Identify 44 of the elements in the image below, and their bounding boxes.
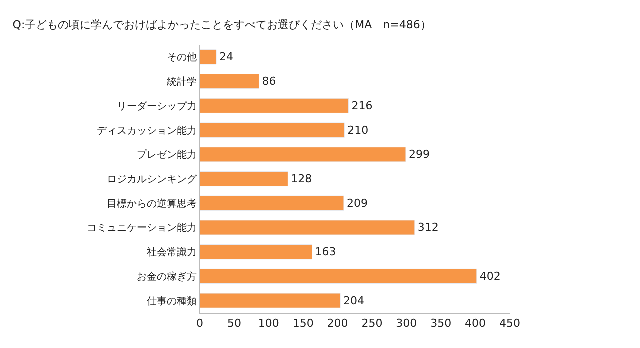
y-tick-label: 目標からの逆算思考 <box>107 198 197 210</box>
bar <box>200 171 288 187</box>
x-tick-label: 350 <box>430 317 452 330</box>
x-tick-label: 250 <box>362 317 383 330</box>
y-tick-label: その他 <box>167 52 197 64</box>
data-label: 128 <box>291 172 312 186</box>
bar <box>200 98 350 114</box>
y-tick-label: プレゼン能力 <box>137 149 197 162</box>
x-tick-label: 50 <box>227 317 242 330</box>
y-tick-label: コミュニケーション能力 <box>87 222 197 234</box>
chart-title: Q:子どもの頃に学んでおけばよかったことをすべてお選びください（MA n=486） <box>12 18 432 32</box>
y-tick-label: リーダーシップ力 <box>117 100 197 112</box>
x-tick-label: 400 <box>465 317 486 330</box>
bar <box>200 122 345 138</box>
data-label: 216 <box>352 99 373 112</box>
data-label: 86 <box>262 75 276 88</box>
y-tick-label: 統計学 <box>167 76 197 88</box>
bar <box>200 50 217 65</box>
x-tick-label: 150 <box>292 317 314 330</box>
x-tick-label: 0 <box>196 317 204 330</box>
x-tick-label: 300 <box>396 317 418 330</box>
x-tick-label: 100 <box>258 317 280 330</box>
bar <box>200 244 313 260</box>
data-label: 24 <box>220 50 234 64</box>
data-label: 204 <box>344 294 365 308</box>
bar <box>200 293 341 308</box>
x-tick-label: 200 <box>327 317 348 330</box>
data-label: 210 <box>348 124 369 137</box>
x-tick-label: 450 <box>500 317 520 330</box>
y-tick-label: 仕事の種類 <box>147 295 197 308</box>
bar <box>200 220 416 236</box>
data-label: 402 <box>480 270 501 283</box>
y-tick-label: 社会常識力 <box>147 246 197 259</box>
bar <box>200 147 406 162</box>
y-tick-label: お金の稼ぎ方 <box>137 270 197 283</box>
y-tick-label: ロジカルシンキング <box>107 174 198 186</box>
data-label: 163 <box>315 246 336 259</box>
data-label: 299 <box>408 148 430 162</box>
bar <box>200 74 260 90</box>
bar <box>200 268 478 284</box>
data-label: 312 <box>418 221 439 234</box>
data-label: 209 <box>346 196 368 210</box>
y-tick-label: ディスカッション能力 <box>97 124 197 137</box>
bar <box>200 196 344 211</box>
